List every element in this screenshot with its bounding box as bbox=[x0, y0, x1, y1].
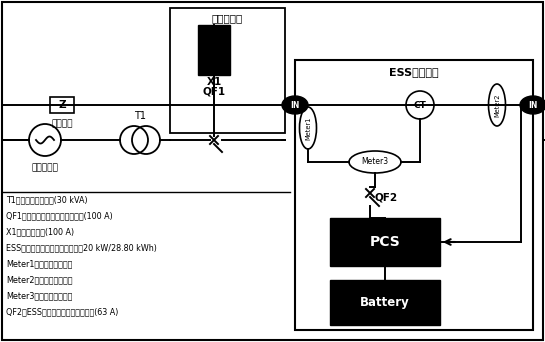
Text: PCS: PCS bbox=[370, 235, 401, 249]
Text: QF2：ESS储能装置输入微型断路器(63 A): QF2：ESS储能装置输入微型断路器(63 A) bbox=[6, 307, 118, 316]
Text: X1：对接端子排(100 A): X1：对接端子排(100 A) bbox=[6, 227, 74, 236]
Ellipse shape bbox=[520, 96, 545, 114]
Bar bbox=[198, 25, 230, 75]
Text: IN: IN bbox=[528, 101, 538, 109]
Text: QF1：基站配电箱进线塑壳断路器(100 A): QF1：基站配电箱进线塑壳断路器(100 A) bbox=[6, 211, 113, 220]
Text: ESS储能装置：削峰填谷储能装置20 kW/28.80 kWh): ESS储能装置：削峰填谷储能装置20 kW/28.80 kWh) bbox=[6, 243, 157, 252]
Text: QF2: QF2 bbox=[374, 192, 397, 202]
Bar bbox=[295, 60, 533, 330]
Text: Meter3: Meter3 bbox=[361, 158, 389, 167]
Text: Meter3：储能侧计量仪表: Meter3：储能侧计量仪表 bbox=[6, 291, 72, 300]
Text: CT: CT bbox=[414, 101, 426, 109]
Text: IN: IN bbox=[290, 101, 300, 109]
Text: T1: T1 bbox=[134, 111, 146, 121]
Text: Meter2：负载侧计量仪表: Meter2：负载侧计量仪表 bbox=[6, 275, 72, 284]
Text: Battery: Battery bbox=[360, 296, 410, 309]
Ellipse shape bbox=[282, 96, 308, 114]
Text: Meter1: Meter1 bbox=[305, 116, 311, 140]
Text: 中高压供电: 中高压供电 bbox=[32, 163, 58, 172]
Bar bbox=[330, 280, 440, 325]
Text: X1: X1 bbox=[207, 77, 222, 87]
Text: 基站配电箱: 基站配电箱 bbox=[212, 13, 243, 23]
Text: QF1: QF1 bbox=[202, 87, 226, 97]
Bar bbox=[170, 8, 285, 133]
Text: Meter2: Meter2 bbox=[494, 93, 500, 117]
Text: 基站负载: 基站负载 bbox=[51, 119, 72, 128]
Text: T1：基站供电变压器(30 kVA): T1：基站供电变压器(30 kVA) bbox=[6, 195, 88, 204]
Bar bbox=[330, 218, 440, 266]
Text: Z: Z bbox=[58, 100, 66, 110]
Bar bbox=[50, 97, 74, 113]
Text: ESS储能装置: ESS储能装置 bbox=[389, 67, 439, 77]
Text: Meter1：电网侧计量仪表: Meter1：电网侧计量仪表 bbox=[6, 259, 72, 268]
